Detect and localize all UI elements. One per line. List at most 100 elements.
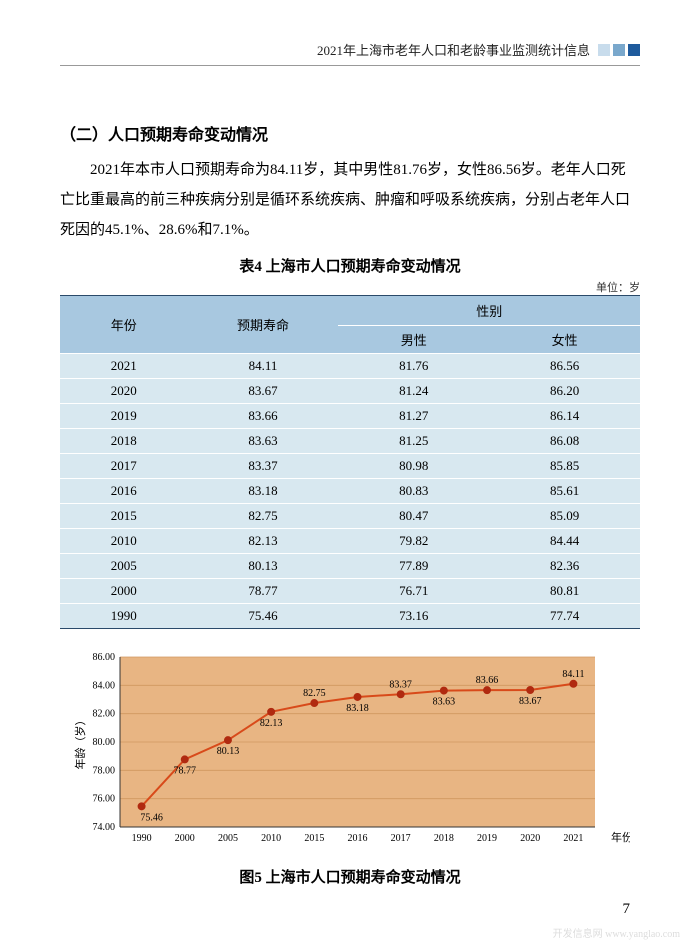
svg-text:1990: 1990: [132, 833, 152, 844]
cell-year: 2000: [60, 579, 188, 604]
cell-male: 73.16: [338, 604, 489, 629]
cell-year: 1990: [60, 604, 188, 629]
col-female: 女性: [489, 326, 640, 354]
svg-text:78.77: 78.77: [174, 765, 197, 776]
svg-text:2017: 2017: [391, 833, 411, 844]
cell-female: 80.81: [489, 579, 640, 604]
cell-male: 81.76: [338, 354, 489, 379]
cell-year: 2005: [60, 554, 188, 579]
svg-text:2005: 2005: [218, 833, 238, 844]
cell-male: 79.82: [338, 529, 489, 554]
life-expectancy-table: 年份 预期寿命 性别 男性 女性 202184.1181.7686.562020…: [60, 295, 640, 629]
svg-text:年龄（岁）: 年龄（岁）: [73, 715, 87, 770]
chart-container: 74.00 76.00 78.00 80.00 82.00 84.00 86.00 1990 2…: [70, 647, 630, 887]
cell-year: 2017: [60, 454, 188, 479]
table-row: 201082.1379.8284.44: [60, 529, 640, 554]
cell-male: 80.83: [338, 479, 489, 504]
svg-text:2020: 2020: [520, 833, 540, 844]
svg-text:80.13: 80.13: [217, 746, 240, 757]
cell-life: 83.67: [188, 379, 339, 404]
cell-life: 82.13: [188, 529, 339, 554]
col-male: 男性: [338, 326, 489, 354]
cell-male: 81.27: [338, 404, 489, 429]
table-row: 201683.1880.8385.61: [60, 479, 640, 504]
table-row: 201983.6681.2786.14: [60, 404, 640, 429]
cell-year: 2016: [60, 479, 188, 504]
table-body: 202184.1181.7686.56202083.6781.2486.2020…: [60, 354, 640, 629]
table-caption: 表4 上海市人口预期寿命变动情况: [60, 255, 640, 276]
col-life: 预期寿命: [188, 296, 339, 354]
cell-female: 86.14: [489, 404, 640, 429]
body-paragraph: 2021年本市人口预期寿命为84.11岁，其中男性81.76岁，女性86.56岁…: [60, 155, 640, 245]
cell-life: 84.11: [188, 354, 339, 379]
table-row: 202184.1181.7686.56: [60, 354, 640, 379]
col-year: 年份: [60, 296, 188, 354]
svg-text:2015: 2015: [304, 833, 324, 844]
cell-male: 76.71: [338, 579, 489, 604]
table-row: 200580.1377.8982.36: [60, 554, 640, 579]
table-row: 200078.7776.7180.81: [60, 579, 640, 604]
table-row: 199075.4673.1677.74: [60, 604, 640, 629]
svg-text:82.75: 82.75: [303, 688, 326, 699]
cell-year: 2019: [60, 404, 188, 429]
cell-life: 80.13: [188, 554, 339, 579]
svg-text:82.13: 82.13: [260, 718, 283, 729]
cell-life: 78.77: [188, 579, 339, 604]
cell-male: 80.98: [338, 454, 489, 479]
table-row: 202083.6781.2486.20: [60, 379, 640, 404]
svg-text:84.00: 84.00: [93, 680, 116, 691]
cell-female: 86.08: [489, 429, 640, 454]
svg-text:76.00: 76.00: [93, 794, 116, 805]
header-decoration: [598, 44, 640, 56]
table-unit: 单位：岁: [60, 279, 640, 295]
cell-year: 2020: [60, 379, 188, 404]
svg-text:75.46: 75.46: [140, 812, 163, 823]
page-header: 2021年上海市老年人口和老龄事业监测统计信息: [60, 40, 640, 66]
svg-text:2019: 2019: [477, 833, 497, 844]
col-gender: 性别: [338, 296, 640, 326]
watermark: 开发信息网 www.yanglao.com: [553, 925, 680, 940]
cell-life: 83.37: [188, 454, 339, 479]
cell-year: 2010: [60, 529, 188, 554]
svg-text:78.00: 78.00: [93, 765, 116, 776]
svg-text:84.11: 84.11: [562, 669, 584, 680]
table-row: 201783.3780.9885.85: [60, 454, 640, 479]
cell-female: 77.74: [489, 604, 640, 629]
page-number: 7: [623, 901, 631, 918]
svg-text:83.67: 83.67: [519, 696, 542, 707]
cell-male: 81.24: [338, 379, 489, 404]
svg-text:83.18: 83.18: [346, 703, 369, 714]
svg-text:2000: 2000: [175, 833, 195, 844]
cell-female: 82.36: [489, 554, 640, 579]
cell-year: 2018: [60, 429, 188, 454]
cell-life: 82.75: [188, 504, 339, 529]
table-row: 201582.7580.4785.09: [60, 504, 640, 529]
cell-year: 2015: [60, 504, 188, 529]
chart-caption: 图5 上海市人口预期寿命变动情况: [70, 866, 630, 887]
svg-text:2021: 2021: [563, 833, 583, 844]
section-heading: （二）人口预期寿命变动情况: [60, 121, 640, 145]
svg-text:74.00: 74.00: [93, 822, 116, 833]
cell-female: 86.20: [489, 379, 640, 404]
cell-female: 85.09: [489, 504, 640, 529]
svg-text:2018: 2018: [434, 833, 454, 844]
cell-female: 86.56: [489, 354, 640, 379]
cell-life: 83.18: [188, 479, 339, 504]
table-row: 201883.6381.2586.08: [60, 429, 640, 454]
cell-life: 83.66: [188, 404, 339, 429]
svg-text:83.63: 83.63: [433, 697, 456, 708]
svg-text:2016: 2016: [348, 833, 368, 844]
header-title: 2021年上海市老年人口和老龄事业监测统计信息: [317, 40, 590, 59]
cell-year: 2021: [60, 354, 188, 379]
cell-female: 85.85: [489, 454, 640, 479]
svg-text:80.00: 80.00: [93, 737, 116, 748]
svg-text:86.00: 86.00: [93, 652, 116, 663]
cell-female: 85.61: [489, 479, 640, 504]
cell-life: 75.46: [188, 604, 339, 629]
svg-text:82.00: 82.00: [93, 709, 116, 720]
line-chart: 74.00 76.00 78.00 80.00 82.00 84.00 86.00 1990 2…: [70, 647, 630, 857]
cell-male: 77.89: [338, 554, 489, 579]
svg-text:83.37: 83.37: [389, 679, 412, 690]
cell-male: 80.47: [338, 504, 489, 529]
svg-text:83.66: 83.66: [476, 675, 499, 686]
